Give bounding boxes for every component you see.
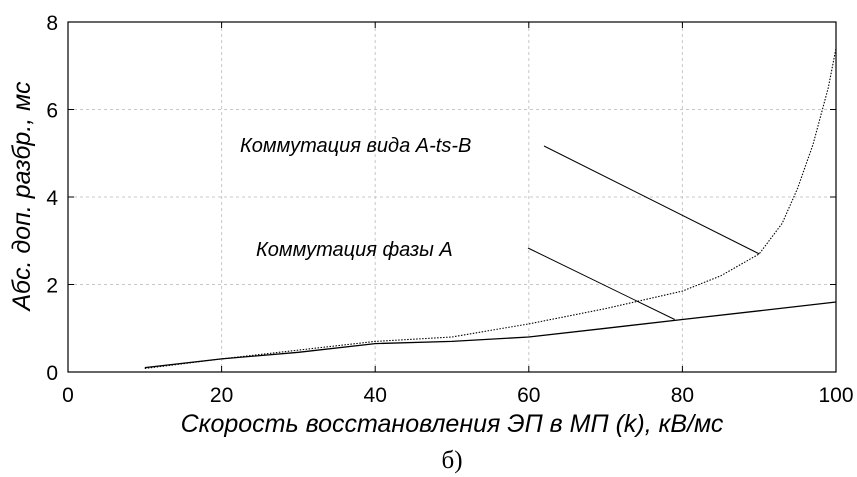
- annotation-label: Коммутация вида A-ts-B: [240, 135, 471, 157]
- tick-labels: 0 20 40 60 80 100 0 2 4 6 8: [46, 12, 853, 407]
- annotation-leader-line: [527, 247, 675, 320]
- series-line-1: [144, 301, 837, 369]
- x-tick-label: 0: [62, 384, 74, 407]
- grid-lines: [68, 22, 836, 372]
- plot-frame: [67, 21, 837, 373]
- y-tick-label: 0: [46, 362, 58, 385]
- x-tick-label: 20: [210, 384, 233, 407]
- x-tick-label: 40: [364, 384, 387, 407]
- annotation-leader-line: [543, 145, 760, 255]
- x-tick-label: 100: [818, 384, 853, 407]
- y-tick-label: 6: [46, 100, 58, 123]
- figure-caption: б): [441, 447, 462, 474]
- y-axis-label: Абс. доп. разбр., мс: [8, 81, 36, 312]
- y-tick-label: 8: [46, 12, 58, 35]
- y-tick-label: 4: [46, 187, 58, 210]
- x-axis-label: Скорость восстановления ЭП в МП (k), кВ/…: [181, 410, 724, 438]
- plot-border: [67, 21, 837, 373]
- series-layer: [144, 48, 837, 370]
- annotation-label: Коммутация фазы А: [256, 239, 453, 261]
- x-tick-label: 60: [517, 384, 540, 407]
- x-tick-label: 80: [671, 384, 694, 407]
- annotations: Коммутация вида A-ts-B Коммутация фазы А: [240, 135, 760, 320]
- series-line-2: [144, 48, 837, 370]
- y-tick-label: 2: [46, 275, 58, 298]
